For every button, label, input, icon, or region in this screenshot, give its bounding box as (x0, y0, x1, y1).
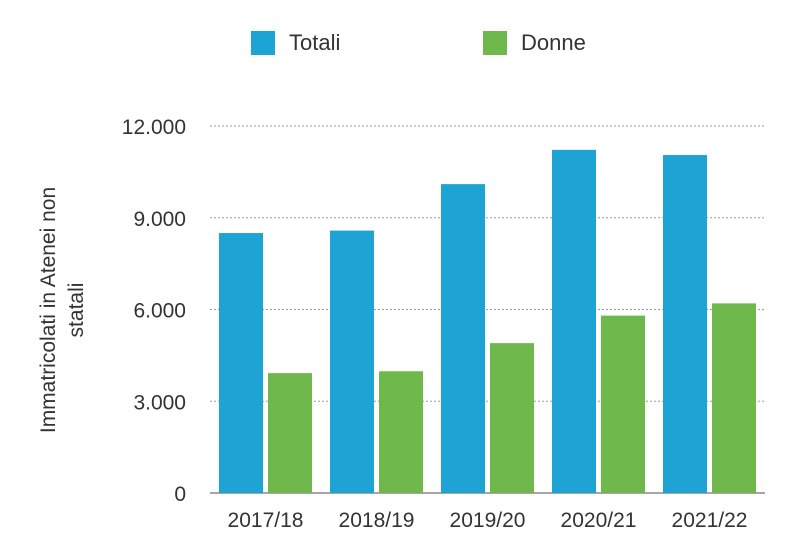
legend: Totali Donne (0, 30, 794, 60)
y-tick-label: 12.000 (122, 116, 186, 139)
bar-totali-2018-19 (330, 230, 374, 493)
legend-item-totali: Totali (251, 30, 340, 56)
y-axis-label: Immatricolati in Atenei non (37, 187, 60, 433)
y-tick-label: 0 (174, 483, 186, 506)
x-tick-label: 2019/20 (450, 509, 526, 532)
x-tick-label: 2018/19 (339, 509, 415, 532)
bar-donne-2021-22 (712, 303, 756, 493)
bar-donne-2017-18 (268, 373, 312, 493)
bar-donne-2020-21 (601, 315, 645, 493)
legend-swatch-donne (483, 31, 507, 55)
bar-donne-2019-20 (490, 343, 534, 493)
legend-item-donne: Donne (483, 30, 586, 56)
bar-totali-2019-20 (441, 184, 485, 493)
legend-label-totali: Totali (289, 30, 341, 55)
bar-totali-2021-22 (663, 155, 707, 493)
legend-label-donne: Donne (521, 30, 586, 55)
x-tick-label: 2017/18 (228, 509, 304, 532)
y-tick-label: 3.000 (133, 391, 186, 414)
bar-totali-2017-18 (219, 233, 263, 493)
x-tick-label: 2021/22 (672, 509, 748, 532)
y-tick-label: 6.000 (133, 300, 186, 323)
y-tick-label: 9.000 (133, 208, 186, 231)
x-tick-label: 2020/21 (561, 509, 637, 532)
bar-totali-2020-21 (552, 149, 596, 494)
bar-donne-2018-19 (379, 371, 423, 493)
legend-swatch-totali (251, 31, 275, 55)
y-axis-label: statali (65, 283, 88, 338)
